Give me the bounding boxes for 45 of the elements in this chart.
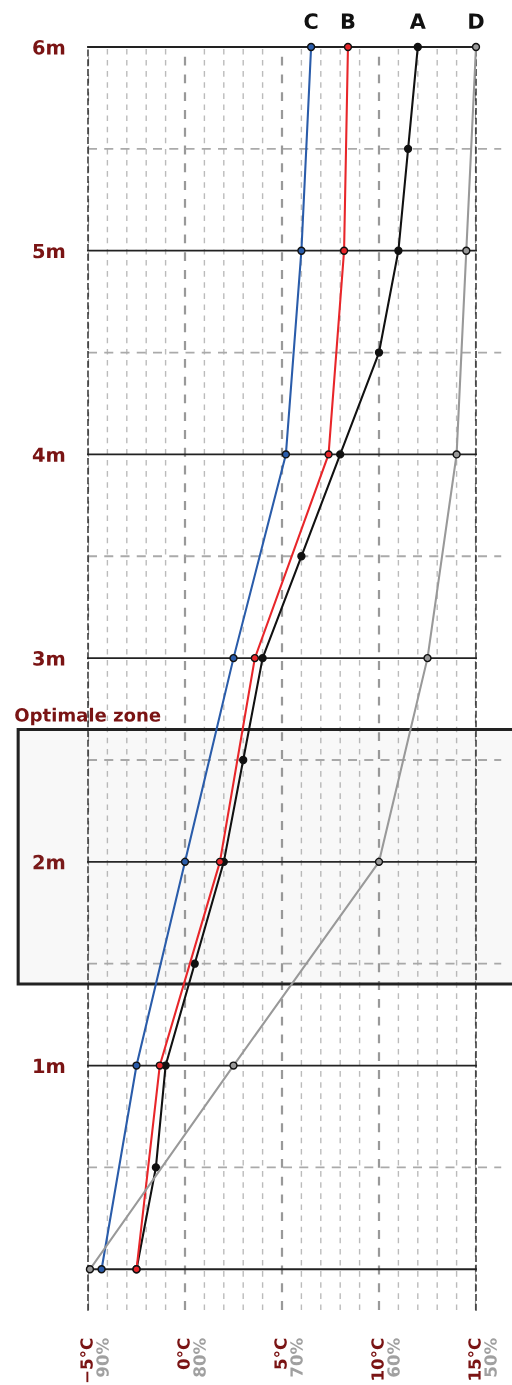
point bbox=[155, 1061, 164, 1070]
y-tick-label: 5m bbox=[33, 243, 65, 259]
series-label: D bbox=[469, 13, 484, 29]
y-tick-label: 6m bbox=[33, 39, 65, 55]
x2-tick-label: 50% bbox=[484, 1338, 497, 1377]
y-tick-label: 1m bbox=[34, 1058, 65, 1073]
point bbox=[97, 1265, 106, 1274]
y-tick-label: 4m bbox=[32, 447, 65, 462]
point bbox=[281, 450, 291, 459]
point bbox=[343, 42, 353, 52]
x-tick-label: −5°C bbox=[80, 1338, 93, 1383]
x2-tick-label: 80% bbox=[193, 1338, 206, 1377]
x-tick-label: 5°C bbox=[274, 1338, 287, 1369]
x-tick-label: 0°C bbox=[177, 1338, 190, 1370]
series-label: C bbox=[304, 13, 318, 30]
x2-tick-label: 90% bbox=[96, 1338, 109, 1377]
point bbox=[394, 246, 403, 255]
point bbox=[180, 857, 190, 867]
x-tick-label: 10°C bbox=[371, 1338, 384, 1380]
band-label: Optimale zone bbox=[15, 707, 161, 726]
y-tick-label: 2m bbox=[33, 854, 65, 870]
point bbox=[471, 42, 481, 52]
point bbox=[374, 857, 384, 867]
point bbox=[336, 450, 345, 459]
point bbox=[324, 450, 333, 459]
point bbox=[452, 450, 461, 459]
point bbox=[239, 755, 248, 765]
point bbox=[85, 1265, 95, 1274]
point bbox=[423, 653, 432, 663]
point bbox=[297, 246, 306, 255]
point bbox=[413, 42, 422, 52]
y-tick-label: 3m bbox=[33, 651, 65, 666]
series-label: A bbox=[409, 13, 426, 29]
point bbox=[132, 1061, 141, 1070]
point bbox=[306, 42, 316, 52]
point bbox=[462, 246, 471, 255]
point bbox=[339, 246, 349, 255]
point bbox=[250, 653, 260, 663]
series-label: B bbox=[341, 13, 355, 29]
x2-tick-label: 60% bbox=[387, 1338, 400, 1377]
x-tick-label: 15°C bbox=[468, 1338, 481, 1380]
point bbox=[229, 1061, 238, 1070]
point bbox=[229, 653, 238, 663]
point bbox=[258, 653, 267, 663]
x2-tick-label: 70% bbox=[290, 1338, 303, 1377]
